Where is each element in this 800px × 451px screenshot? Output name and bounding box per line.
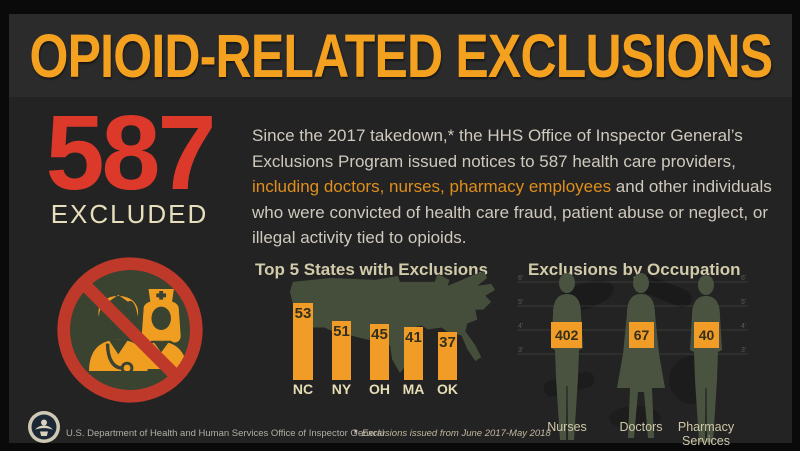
bar-value: 51 [333,323,350,340]
occupation-badge-0: 402 [551,322,583,348]
excluded-label: EXCLUDED [50,199,209,229]
us-map-silhouette [289,272,496,374]
state-label-NY: NY [331,381,352,397]
bar-value: 45 [371,326,388,343]
svg-text:6': 6' [741,275,746,282]
height-mark-labels: 6' 6' 5' 5' 4' 4' 3' 3' [518,275,746,354]
svg-text:4': 4' [741,323,746,330]
excluded-count: 587 [45,94,217,212]
prohibition-slash [79,279,181,381]
occupation-badge-1: 67 [629,322,654,348]
summary-paragraph: Since the 2017 takedown,* the HHS Office… [252,123,792,251]
paragraph-text-2: and other individuals who were convicted… [252,177,772,247]
svg-text:5': 5' [518,299,523,306]
paragraph-highlight: including doctors, nurses, pharmacy empl… [252,177,612,196]
svg-text:5': 5' [741,299,746,306]
prohibition-ring [57,257,203,403]
occupation-chart-title: Exclusions by Occupation [528,260,741,280]
state-label-OK: OK [437,381,458,397]
state-label-MA: MA [402,381,425,397]
footnote-text: Exclusions issued from June 2017-May 201… [361,428,551,439]
paragraph-text-1: Since the 2017 takedown,* the HHS Office… [252,126,743,171]
occupation-label-2: Pharmacy Services [677,420,735,449]
footnote-marker: * [354,428,358,439]
svg-text:6': 6' [518,275,523,282]
state-label-NC: NC [292,381,314,397]
bar-OK: 37 [438,332,457,380]
bar-value: 53 [294,305,312,322]
bar-value: 41 [405,329,422,346]
eagle-icon [41,419,47,426]
title-band: OPIOID-RELATED EXCLUSIONS [9,14,792,97]
bar-NC: 53 [293,303,313,380]
footnote: * Exclusions issued from June 2017-May 20… [354,428,551,439]
svg-text:3': 3' [518,347,523,354]
occupation-label-1: Doctors [619,420,663,434]
hhs-seal [28,411,60,443]
state-label-OH: OH [369,381,390,397]
bar-value: 37 [439,334,456,351]
capsule-shape [636,274,692,308]
bar-NY: 51 [332,321,351,380]
pharmacy-silhouette [690,275,722,442]
nurse-figure [135,289,187,369]
no-doctors-nurses-icon [57,257,203,403]
occupation-badge-2: 40 [694,322,719,348]
occupation-lineup: 6' 6' 5' 5' 4' 4' 3' 3' 402 67 40 Nurses D [515,268,750,448]
page-title: OPIOID-RELATED EXCLUSIONS [29,21,773,90]
svg-text:4': 4' [518,323,523,330]
occupation-label-0: Nurses [547,420,587,434]
states-bar-chart: 53 NC 51 NY 45 OH 41 MA 37 OK [280,270,515,397]
states-chart-title: Top 5 States with Exclusions [255,260,489,280]
agency-credit: U.S. Department of Health and Human Serv… [66,428,385,439]
bar-MA: 41 [404,327,423,380]
lineup-background: 6' 6' 5' 5' 4' 4' 3' 3' [517,273,748,442]
svg-text:3': 3' [741,347,746,354]
bar-OH: 45 [370,324,389,380]
